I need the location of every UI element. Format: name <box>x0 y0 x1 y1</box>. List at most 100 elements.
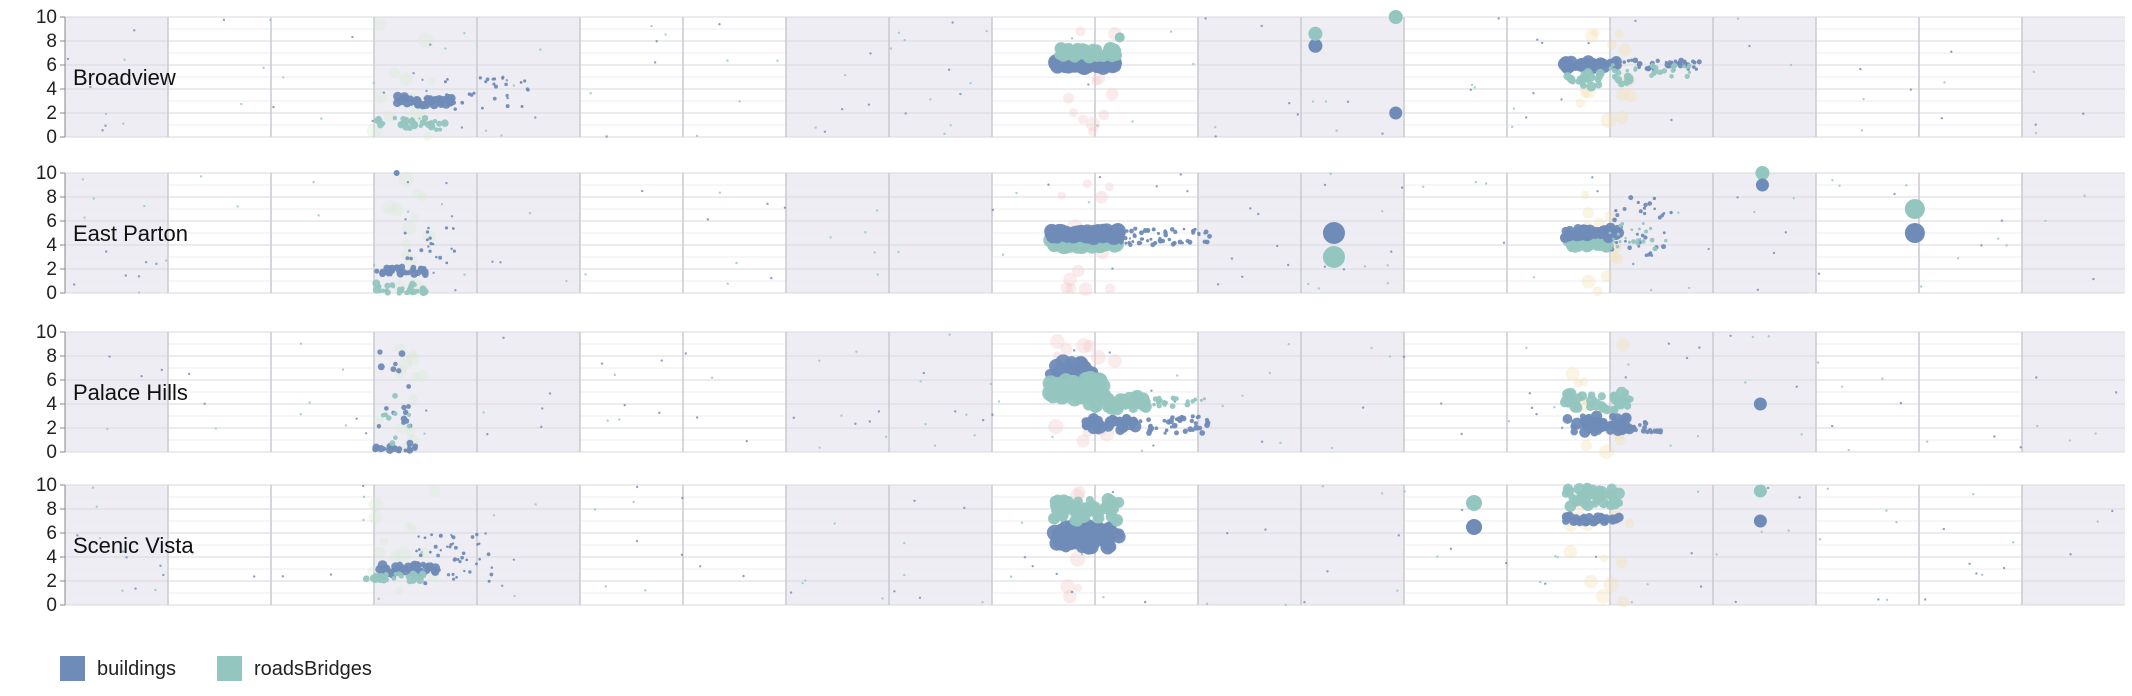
data-point <box>949 123 952 127</box>
y-tick-label: 6 <box>46 370 57 391</box>
data-point <box>421 271 429 278</box>
data-point <box>1466 519 1483 535</box>
data-point <box>428 236 432 240</box>
data-point <box>918 596 922 599</box>
data-point <box>1661 244 1666 250</box>
data-point <box>405 256 410 261</box>
data-point <box>1924 598 1927 601</box>
data-point <box>1140 449 1144 452</box>
data-point <box>458 560 462 564</box>
data-point <box>1620 412 1632 424</box>
data-point <box>396 571 402 577</box>
data-point <box>1060 542 1072 553</box>
faint-point <box>373 18 386 32</box>
faint-point <box>1624 518 1635 529</box>
faint-point <box>1575 98 1586 108</box>
data-point <box>95 505 98 508</box>
data-point <box>412 445 418 451</box>
data-point <box>435 255 438 259</box>
data-point <box>1630 601 1634 604</box>
data-point <box>1635 238 1640 243</box>
data-point <box>1968 562 1971 565</box>
data-point <box>1649 237 1655 243</box>
data-point <box>1257 212 1260 216</box>
data-point <box>948 333 951 336</box>
data-point <box>525 87 530 91</box>
data-point <box>430 533 434 537</box>
data-point <box>1279 441 1282 445</box>
data-point <box>438 255 443 260</box>
data-point <box>884 435 888 439</box>
faint-point <box>1069 108 1078 118</box>
data-point <box>437 568 441 572</box>
data-point <box>1524 116 1528 119</box>
data-point <box>1148 423 1153 428</box>
data-point <box>1831 178 1834 182</box>
faint-point <box>1083 339 1097 353</box>
data-point <box>1171 396 1176 401</box>
data-point <box>897 31 901 35</box>
data-point <box>476 543 479 546</box>
data-point <box>452 249 456 253</box>
faint-point <box>428 485 441 498</box>
data-point <box>1164 231 1168 235</box>
data-point <box>1131 120 1134 123</box>
data-point <box>1216 283 1220 286</box>
data-point <box>444 47 447 50</box>
data-point <box>2092 277 2095 281</box>
data-point <box>1885 598 1889 602</box>
data-point <box>423 432 426 435</box>
data-point <box>818 446 821 449</box>
data-point <box>1632 262 1635 266</box>
faint-point <box>1092 71 1106 85</box>
data-point <box>487 579 491 583</box>
data-point <box>444 96 455 107</box>
data-point <box>137 275 141 278</box>
y-tick-label: 0 <box>46 127 57 148</box>
data-point <box>440 203 444 206</box>
data-point <box>1147 427 1153 434</box>
data-point <box>1691 65 1696 69</box>
data-point <box>903 573 906 577</box>
data-point <box>1329 172 1332 176</box>
data-point <box>393 435 398 441</box>
data-point <box>470 535 475 539</box>
data-point <box>1143 404 1147 408</box>
data-point <box>829 236 832 239</box>
data-point <box>1787 529 1790 532</box>
data-point <box>1323 183 1327 187</box>
data-point <box>443 80 447 84</box>
data-point <box>1078 528 1093 543</box>
data-point <box>1751 335 1755 339</box>
data-point <box>584 273 587 276</box>
data-point <box>1190 399 1195 404</box>
data-point <box>1569 77 1577 85</box>
data-point <box>867 103 871 106</box>
data-point <box>427 226 430 230</box>
data-point <box>1645 429 1650 435</box>
data-point <box>1111 267 1114 270</box>
data-point <box>429 43 432 46</box>
data-point <box>1089 401 1102 414</box>
data-point <box>1192 62 1195 66</box>
panel-title: Palace Hills <box>73 380 188 405</box>
faint-point <box>1614 29 1624 39</box>
data-point <box>1321 485 1325 488</box>
data-point <box>398 350 406 357</box>
data-point <box>1784 231 1788 234</box>
data-point <box>1652 246 1658 252</box>
data-point <box>1610 63 1615 67</box>
faint-point <box>1615 110 1629 124</box>
data-point <box>1649 288 1653 292</box>
data-point <box>1925 440 1929 443</box>
data-point <box>1175 374 1179 377</box>
data-point <box>1191 428 1195 432</box>
data-point <box>1647 252 1651 257</box>
data-point <box>1632 57 1639 64</box>
data-point <box>1816 361 1820 364</box>
data-point <box>390 269 395 274</box>
data-point <box>450 247 453 251</box>
data-point <box>1326 570 1329 573</box>
data-point <box>1207 233 1212 239</box>
data-point <box>432 271 435 275</box>
